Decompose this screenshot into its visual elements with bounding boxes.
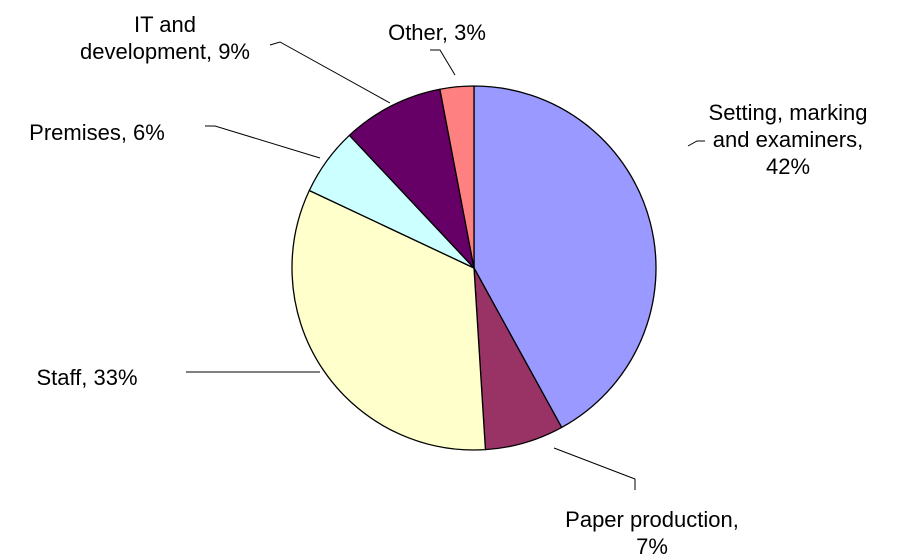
data-label-premises: Premises, 6%: [29, 120, 165, 145]
pie-slice-staff: [291, 189, 487, 451]
pie-slices: [291, 85, 657, 451]
data-label-line: development, 9%: [80, 39, 250, 64]
data-label-line: and examiners,: [713, 127, 863, 152]
data-label-setting-marking-and-examiners: Setting, marking and examiners, 42%: [709, 100, 868, 179]
data-label-line: Premises, 6%: [29, 120, 165, 145]
data-label-line: Other, 3%: [388, 20, 486, 45]
data-label-line: IT and: [134, 12, 196, 37]
data-labels: Setting, marking and examiners, 42% Paper p…: [29, 12, 867, 559]
leader-line-it-and-development: [269, 41, 391, 104]
data-label-it-and-development: IT and development, 9%: [80, 12, 250, 64]
data-label-line: 42%: [766, 154, 810, 179]
leader-line-paper-production: [553, 447, 636, 490]
leader-line-other: [430, 49, 456, 76]
pie-slice-other: [439, 85, 475, 269]
data-label-line: Setting, marking: [709, 100, 868, 125]
leader-lines: [186, 41, 705, 490]
pie-slice-it-and-development: [348, 88, 475, 269]
data-label-line: 7%: [636, 534, 668, 559]
data-label-line: Paper production,: [565, 507, 739, 532]
leader-line-setting-marking-and-examiners: [687, 140, 705, 147]
data-label-other: Other, 3%: [388, 20, 486, 45]
data-label-paper-production: Paper production, 7%: [565, 507, 739, 559]
leader-line-premises: [205, 125, 321, 159]
data-label-staff: Staff, 33%: [36, 365, 137, 390]
pie-slice-setting-marking-and-examiners: [473, 85, 657, 429]
data-label-line: Staff, 33%: [36, 365, 137, 390]
